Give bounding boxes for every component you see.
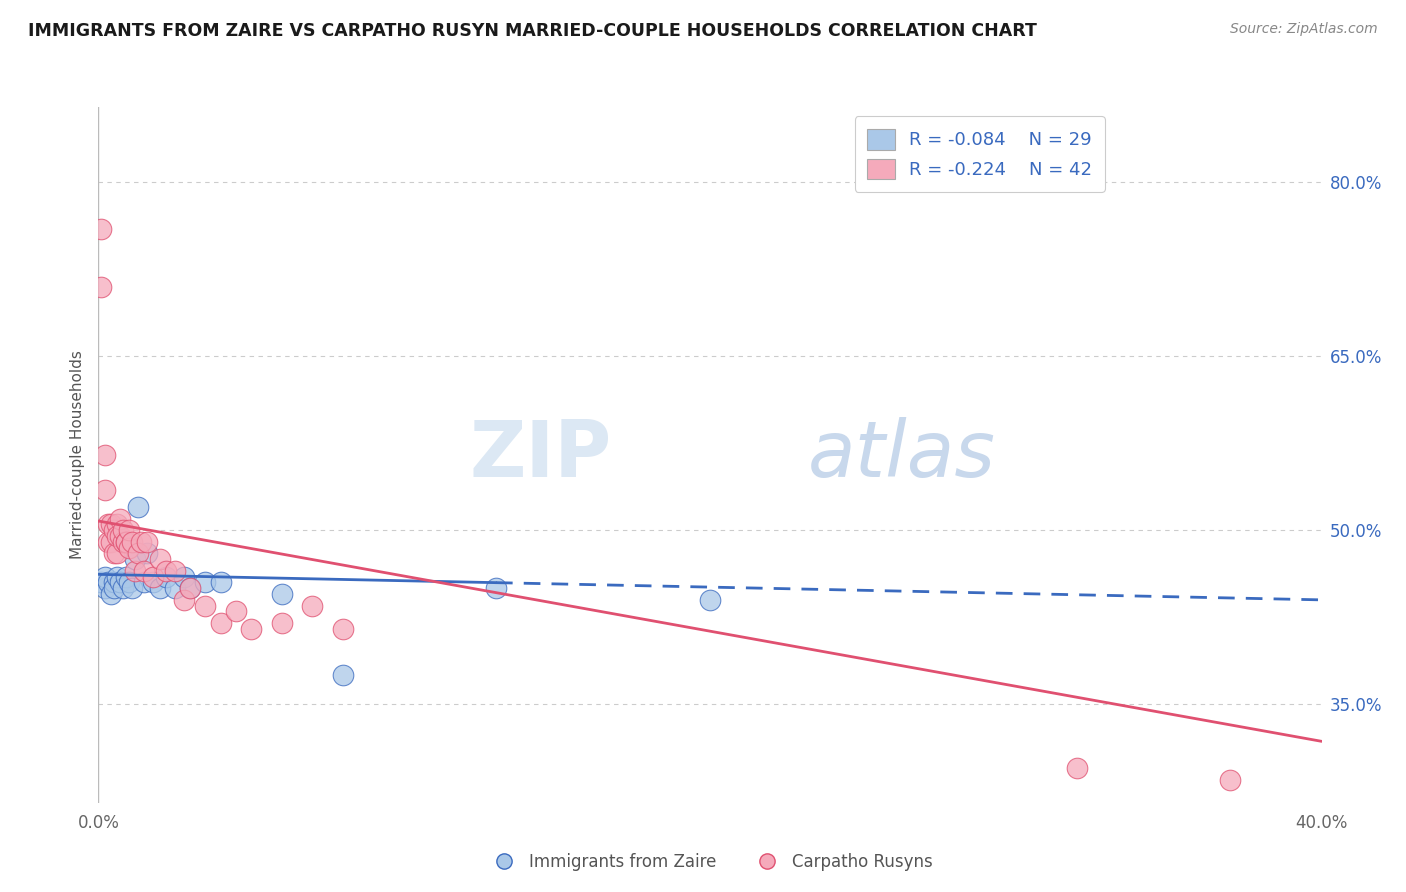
Point bbox=[209, 575, 232, 590]
Point bbox=[124, 552, 146, 566]
Point bbox=[1219, 772, 1241, 787]
Y-axis label: Married-couple Households: Married-couple Households bbox=[69, 351, 84, 559]
Text: IMMIGRANTS FROM ZAIRE VS CARPATHO RUSYN MARRIED-COUPLE HOUSEHOLDS CORRELATION CH: IMMIGRANTS FROM ZAIRE VS CARPATHO RUSYN … bbox=[28, 22, 1038, 40]
Point bbox=[149, 582, 172, 596]
Point bbox=[127, 500, 149, 514]
Point bbox=[142, 575, 165, 590]
Point bbox=[118, 541, 141, 555]
Point bbox=[115, 534, 138, 549]
Point bbox=[90, 221, 112, 235]
Point bbox=[134, 575, 156, 590]
Point bbox=[209, 615, 232, 630]
Legend: Immigrants from Zaire, Carpatho Rusyns: Immigrants from Zaire, Carpatho Rusyns bbox=[481, 847, 939, 878]
Text: ZIP: ZIP bbox=[470, 417, 612, 493]
Point bbox=[97, 517, 120, 532]
Point bbox=[173, 592, 195, 607]
Point bbox=[129, 534, 152, 549]
Point bbox=[142, 570, 165, 584]
Point bbox=[270, 587, 292, 601]
Point bbox=[163, 564, 186, 578]
Point bbox=[100, 534, 122, 549]
Point bbox=[121, 582, 143, 596]
Point bbox=[103, 546, 125, 561]
Text: atlas: atlas bbox=[808, 417, 995, 493]
Point bbox=[100, 517, 122, 532]
Text: Source: ZipAtlas.com: Source: ZipAtlas.com bbox=[1230, 22, 1378, 37]
Point bbox=[173, 570, 195, 584]
Point bbox=[103, 582, 125, 596]
Point bbox=[301, 599, 323, 613]
Point bbox=[115, 534, 138, 549]
Point bbox=[103, 523, 125, 537]
Point bbox=[332, 668, 354, 682]
Point bbox=[134, 564, 156, 578]
Point bbox=[163, 582, 186, 596]
Point bbox=[93, 448, 115, 462]
Point bbox=[118, 523, 141, 537]
Point bbox=[270, 615, 292, 630]
Point bbox=[194, 599, 217, 613]
Point bbox=[111, 534, 134, 549]
Point bbox=[1066, 761, 1088, 775]
Point bbox=[105, 529, 128, 543]
Point bbox=[105, 570, 128, 584]
Point bbox=[115, 570, 138, 584]
Point bbox=[155, 564, 177, 578]
Point bbox=[108, 529, 131, 543]
Point bbox=[97, 534, 120, 549]
Point bbox=[155, 570, 177, 584]
Point bbox=[118, 575, 141, 590]
Point bbox=[93, 483, 115, 497]
Point bbox=[485, 582, 508, 596]
Point bbox=[105, 546, 128, 561]
Point bbox=[100, 587, 122, 601]
Point bbox=[240, 622, 263, 636]
Point bbox=[90, 280, 112, 294]
Point bbox=[179, 582, 201, 596]
Point bbox=[111, 523, 134, 537]
Point bbox=[93, 582, 115, 596]
Point bbox=[121, 534, 143, 549]
Point bbox=[111, 582, 134, 596]
Point bbox=[93, 570, 115, 584]
Point bbox=[97, 575, 120, 590]
Point bbox=[108, 575, 131, 590]
Point bbox=[225, 605, 247, 619]
Point bbox=[194, 575, 217, 590]
Point bbox=[90, 575, 112, 590]
Point bbox=[127, 546, 149, 561]
Point bbox=[136, 546, 159, 561]
Point bbox=[124, 564, 146, 578]
Point bbox=[149, 552, 172, 566]
Point bbox=[136, 534, 159, 549]
Point bbox=[108, 511, 131, 525]
Point bbox=[103, 575, 125, 590]
Point bbox=[105, 517, 128, 532]
Point bbox=[332, 622, 354, 636]
Point bbox=[179, 582, 201, 596]
Point bbox=[699, 592, 721, 607]
